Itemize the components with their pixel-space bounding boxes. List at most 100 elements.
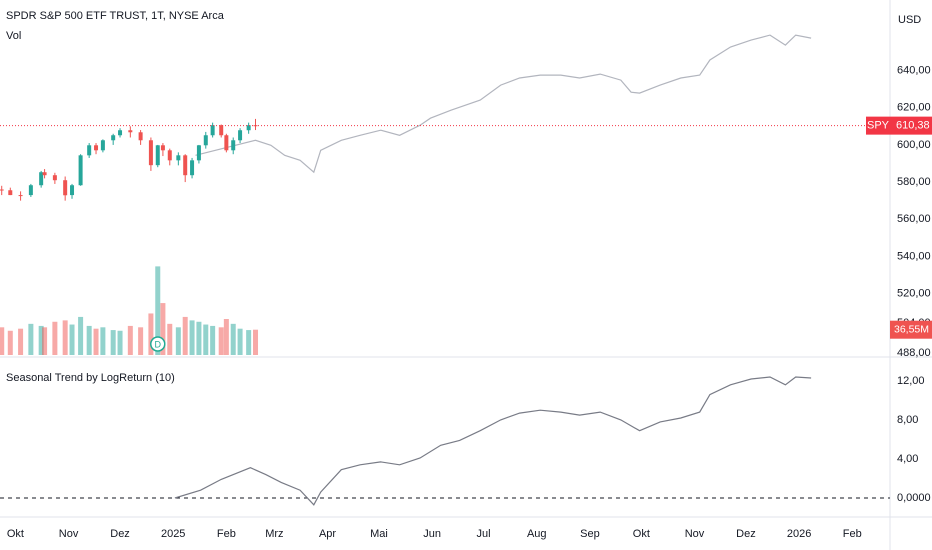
candle-body — [246, 125, 251, 131]
y-tick-label: 488,00 — [897, 347, 931, 359]
y-tick-label: 0,0000 — [897, 492, 931, 504]
volume-bar — [18, 328, 24, 355]
candle-body — [0, 189, 4, 191]
candle-body — [190, 160, 195, 176]
candle-body — [219, 125, 224, 136]
x-tick-label: Sep — [580, 528, 600, 540]
x-tick-label: Apr — [319, 528, 336, 540]
y-tick-label: 540,00 — [897, 250, 931, 262]
x-tick-label: Aug — [527, 528, 547, 540]
volume-bar — [237, 328, 243, 355]
candle-body — [118, 130, 123, 136]
y-tick-label: 620,00 — [897, 102, 931, 114]
symbol-badge — [866, 116, 890, 135]
candle-body — [128, 130, 133, 133]
candle-body — [78, 155, 83, 186]
dividend-label: D — [155, 339, 162, 349]
x-tick-label: 2026 — [787, 528, 811, 540]
volume-bar — [175, 327, 181, 355]
x-tick-label: 2025 — [161, 528, 185, 540]
y-tick-label: 4,00 — [897, 453, 918, 465]
volume-bar — [189, 320, 195, 355]
last-volume-label: 36,55M — [894, 323, 929, 335]
volume-bar — [223, 319, 229, 355]
candle-body — [18, 195, 23, 197]
x-tick-label: Dez — [736, 528, 756, 540]
y-tick-label: 520,00 — [897, 287, 931, 299]
x-tick-label: Okt — [633, 528, 650, 540]
volume-bar — [52, 321, 58, 355]
symbol: SPY — [867, 120, 890, 132]
volume-bar — [230, 323, 236, 355]
volume-bar — [182, 316, 188, 355]
chart-title: SPDR S&P 500 ETF TRUST, 1T, NYSE Arca — [6, 10, 225, 22]
volume-bar — [42, 327, 48, 355]
volume-bar — [203, 324, 209, 355]
volume-bar — [155, 266, 161, 355]
volume-bar — [38, 325, 44, 355]
y-tick-label: 580,00 — [897, 176, 931, 188]
y-tick-label: 12,00 — [897, 375, 925, 387]
price-badge — [890, 116, 932, 135]
x-tick-label: Jul — [477, 528, 491, 540]
volume-bar — [218, 327, 224, 355]
candle-body — [28, 185, 33, 196]
candle-body — [210, 125, 215, 136]
candle-body — [138, 132, 143, 141]
volume-bar — [196, 321, 202, 355]
candle-body — [196, 145, 201, 161]
candle-body — [238, 130, 243, 141]
x-tick-label: Feb — [217, 528, 236, 540]
x-tick-label: Mai — [370, 528, 388, 540]
candle-body — [87, 145, 92, 156]
projection-line — [195, 34, 812, 174]
volume-bar — [69, 324, 75, 355]
candle-body — [39, 172, 44, 186]
volume-bar — [160, 303, 166, 355]
candle-body — [70, 185, 75, 196]
x-tick-label: Feb — [843, 528, 862, 540]
volume-bar — [100, 327, 106, 355]
candle-body — [42, 172, 47, 176]
seasonal-line — [174, 376, 812, 506]
candle-body — [203, 135, 208, 146]
volume-bar — [127, 325, 133, 355]
x-tick-label: Nov — [685, 528, 705, 540]
volume-bar — [148, 313, 154, 355]
volume-bar — [78, 316, 84, 355]
volume-title: Vol — [6, 30, 21, 42]
labels: Okt Nov Dez 2025 Feb Mrz Apr Mai Jun Jul Aug Sep Okt… — [7, 65, 932, 540]
candle-body — [52, 175, 57, 181]
volume-bar — [86, 325, 92, 355]
currency: USD — [898, 14, 921, 26]
candle-body — [160, 145, 165, 151]
volume-badge — [890, 320, 932, 339]
x-tick-label: Dez — [110, 528, 130, 540]
indicator-title: Seasonal Trend by LogReturn (10) — [6, 372, 175, 384]
x-tick-label: Okt — [7, 528, 24, 540]
volume-bar — [0, 327, 5, 355]
candle-body — [8, 190, 13, 196]
candle-body — [100, 140, 105, 151]
candle-body — [183, 155, 188, 176]
candle-body — [224, 135, 229, 151]
y-tick-label: 600,00 — [897, 139, 931, 151]
candle-body — [148, 140, 153, 166]
y-tick-label: 8,00 — [897, 414, 918, 426]
marks — [0, 34, 890, 506]
volume-bar — [117, 330, 123, 355]
x-tick-label: Mrz — [265, 528, 283, 540]
candle-body — [231, 140, 236, 151]
x-tick-label: Jun — [423, 528, 441, 540]
candle-body — [63, 180, 68, 196]
volume-bar — [110, 330, 116, 355]
candle-body — [176, 155, 181, 161]
dividend-marker — [150, 336, 166, 352]
candle-body — [111, 135, 116, 141]
volume-bar — [28, 323, 34, 355]
volume-bar — [210, 325, 216, 355]
candle-body — [167, 150, 172, 161]
last-price-label: 610,38 — [896, 120, 930, 132]
volume-bar — [62, 320, 68, 355]
